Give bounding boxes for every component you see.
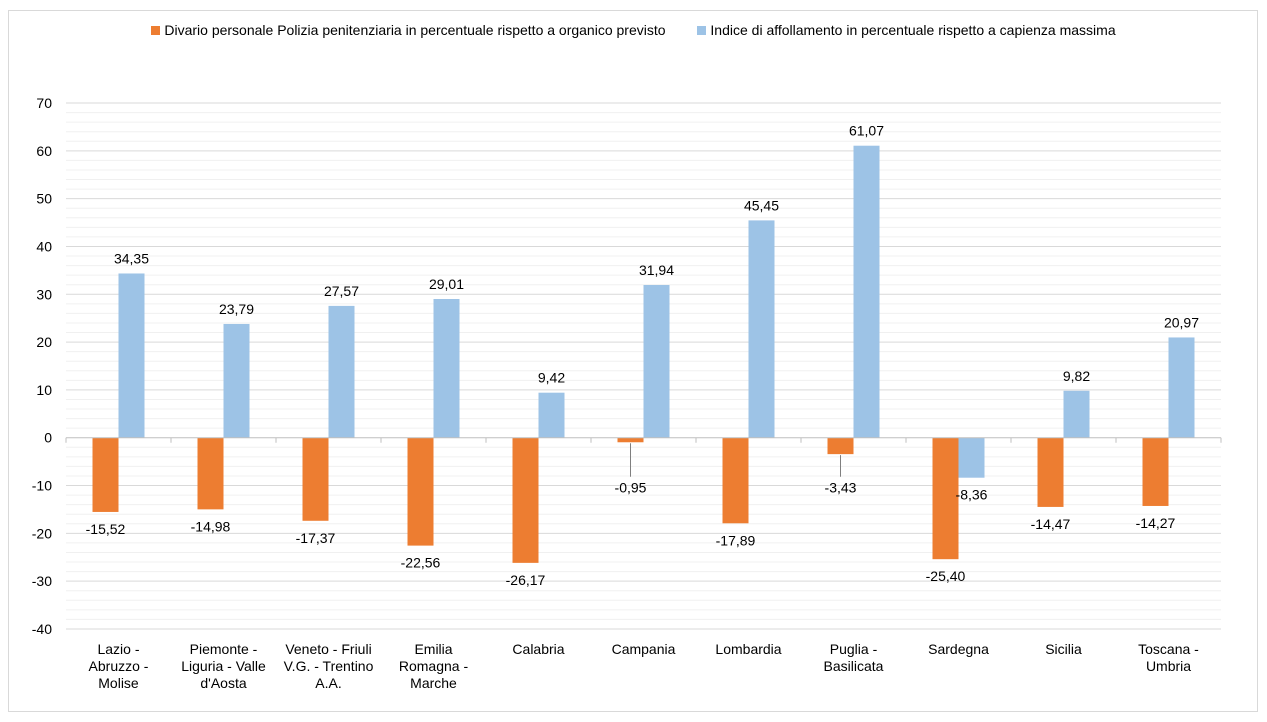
x-category-label: A.A. [315, 675, 341, 691]
data-label: -17,89 [716, 532, 756, 548]
x-category-label: Emilia [414, 641, 452, 657]
bar-series-1 [617, 437, 644, 443]
x-category-label: Molise [98, 675, 139, 691]
bar-series-2 [223, 323, 250, 438]
x-category-label: Lazio - [97, 641, 139, 657]
data-label: -22,56 [401, 555, 441, 571]
x-category-label: Romagna - [399, 658, 469, 674]
legend-item-series-2: Indice di affollamento in percentuale ri… [697, 22, 1116, 38]
legend-label-series-1: Divario personale Polizia penitenziaria … [164, 22, 666, 38]
x-category-label: Basilicata [824, 658, 884, 674]
y-tick-label: 40 [36, 238, 52, 254]
bar-series-1 [932, 437, 959, 560]
x-category-label: Piemonte - [190, 641, 258, 657]
bar-series-1 [722, 437, 749, 524]
y-tick-label: -10 [32, 478, 52, 494]
x-category-label: d'Aosta [200, 675, 246, 691]
data-label: -26,17 [506, 572, 546, 588]
x-category-label: Marche [410, 675, 457, 691]
bar-series-2 [118, 273, 145, 438]
bar-series-2 [433, 299, 460, 438]
legend-swatch-series-2 [697, 26, 707, 35]
data-label: -25,40 [926, 568, 966, 584]
x-category-label: Toscana - [1138, 641, 1199, 657]
bar-series-1 [407, 437, 434, 546]
y-tick-label: -30 [32, 573, 52, 589]
x-category-label: Umbria [1146, 658, 1191, 674]
chart-frame [8, 10, 1258, 712]
bar-series-1 [827, 437, 854, 455]
data-label: 20,97 [1164, 314, 1199, 330]
data-label: 9,82 [1063, 368, 1090, 384]
legend-label-series-2: Indice di affollamento in percentuale ri… [710, 22, 1116, 38]
bar-series-2 [748, 220, 775, 438]
x-category-label: Puglia - [830, 641, 878, 657]
x-category-label: Campania [612, 641, 676, 657]
bar-series-1 [512, 437, 539, 563]
bar-series-2 [1063, 390, 1090, 438]
bar-series-2 [328, 305, 355, 438]
data-label: 61,07 [849, 123, 884, 139]
data-label: -15,52 [86, 521, 126, 537]
legend: Divario personale Polizia penitenziaria … [0, 22, 1267, 38]
x-category-label: V.G. - Trentino [284, 658, 374, 674]
x-category-label: Calabria [512, 641, 564, 657]
data-label: -0,95 [615, 480, 647, 496]
data-label: 31,94 [639, 262, 674, 278]
y-tick-label: -20 [32, 525, 52, 541]
x-category-label: Lombardia [715, 641, 781, 657]
y-tick-label: 50 [36, 191, 52, 207]
x-category-label: Sicilia [1045, 641, 1082, 657]
y-tick-label: 0 [44, 430, 52, 446]
bar-series-1 [302, 437, 329, 521]
x-category-label: Liguria - Valle [181, 658, 266, 674]
bar-series-2 [853, 145, 880, 438]
x-category-label: Sardegna [928, 641, 989, 657]
bar-series-2 [538, 392, 565, 438]
data-label: -3,43 [825, 480, 857, 496]
y-tick-label: 20 [36, 334, 52, 350]
data-label: 9,42 [538, 370, 565, 386]
y-tick-label: 60 [36, 143, 52, 159]
bar-series-2 [1168, 337, 1195, 438]
data-label: 45,45 [744, 197, 779, 213]
data-label: -14,47 [1031, 516, 1071, 532]
legend-swatch-series-1 [151, 26, 161, 35]
bar-series-1 [92, 437, 119, 512]
legend-item-series-1: Divario personale Polizia penitenziaria … [151, 22, 666, 38]
data-label: -14,27 [1136, 515, 1176, 531]
y-tick-label: 70 [36, 95, 52, 111]
y-tick-label: 10 [36, 382, 52, 398]
bar-series-2 [958, 437, 985, 478]
data-label: -8,36 [956, 487, 988, 503]
data-label: 34,35 [114, 250, 149, 266]
data-label: 27,57 [324, 283, 359, 299]
x-category-label: Veneto - Friuli [285, 641, 371, 657]
bar-series-2 [643, 284, 670, 438]
bar-series-1 [197, 437, 224, 510]
data-label: 23,79 [219, 301, 254, 317]
y-tick-label: -40 [32, 621, 52, 637]
data-label: -17,37 [296, 530, 336, 546]
y-tick-label: 30 [36, 286, 52, 302]
bar-series-1 [1037, 437, 1064, 507]
data-label: -14,98 [191, 518, 231, 534]
x-category-label: Abruzzo - [89, 658, 149, 674]
bar-series-1 [1142, 437, 1169, 506]
data-label: 29,01 [429, 276, 464, 292]
